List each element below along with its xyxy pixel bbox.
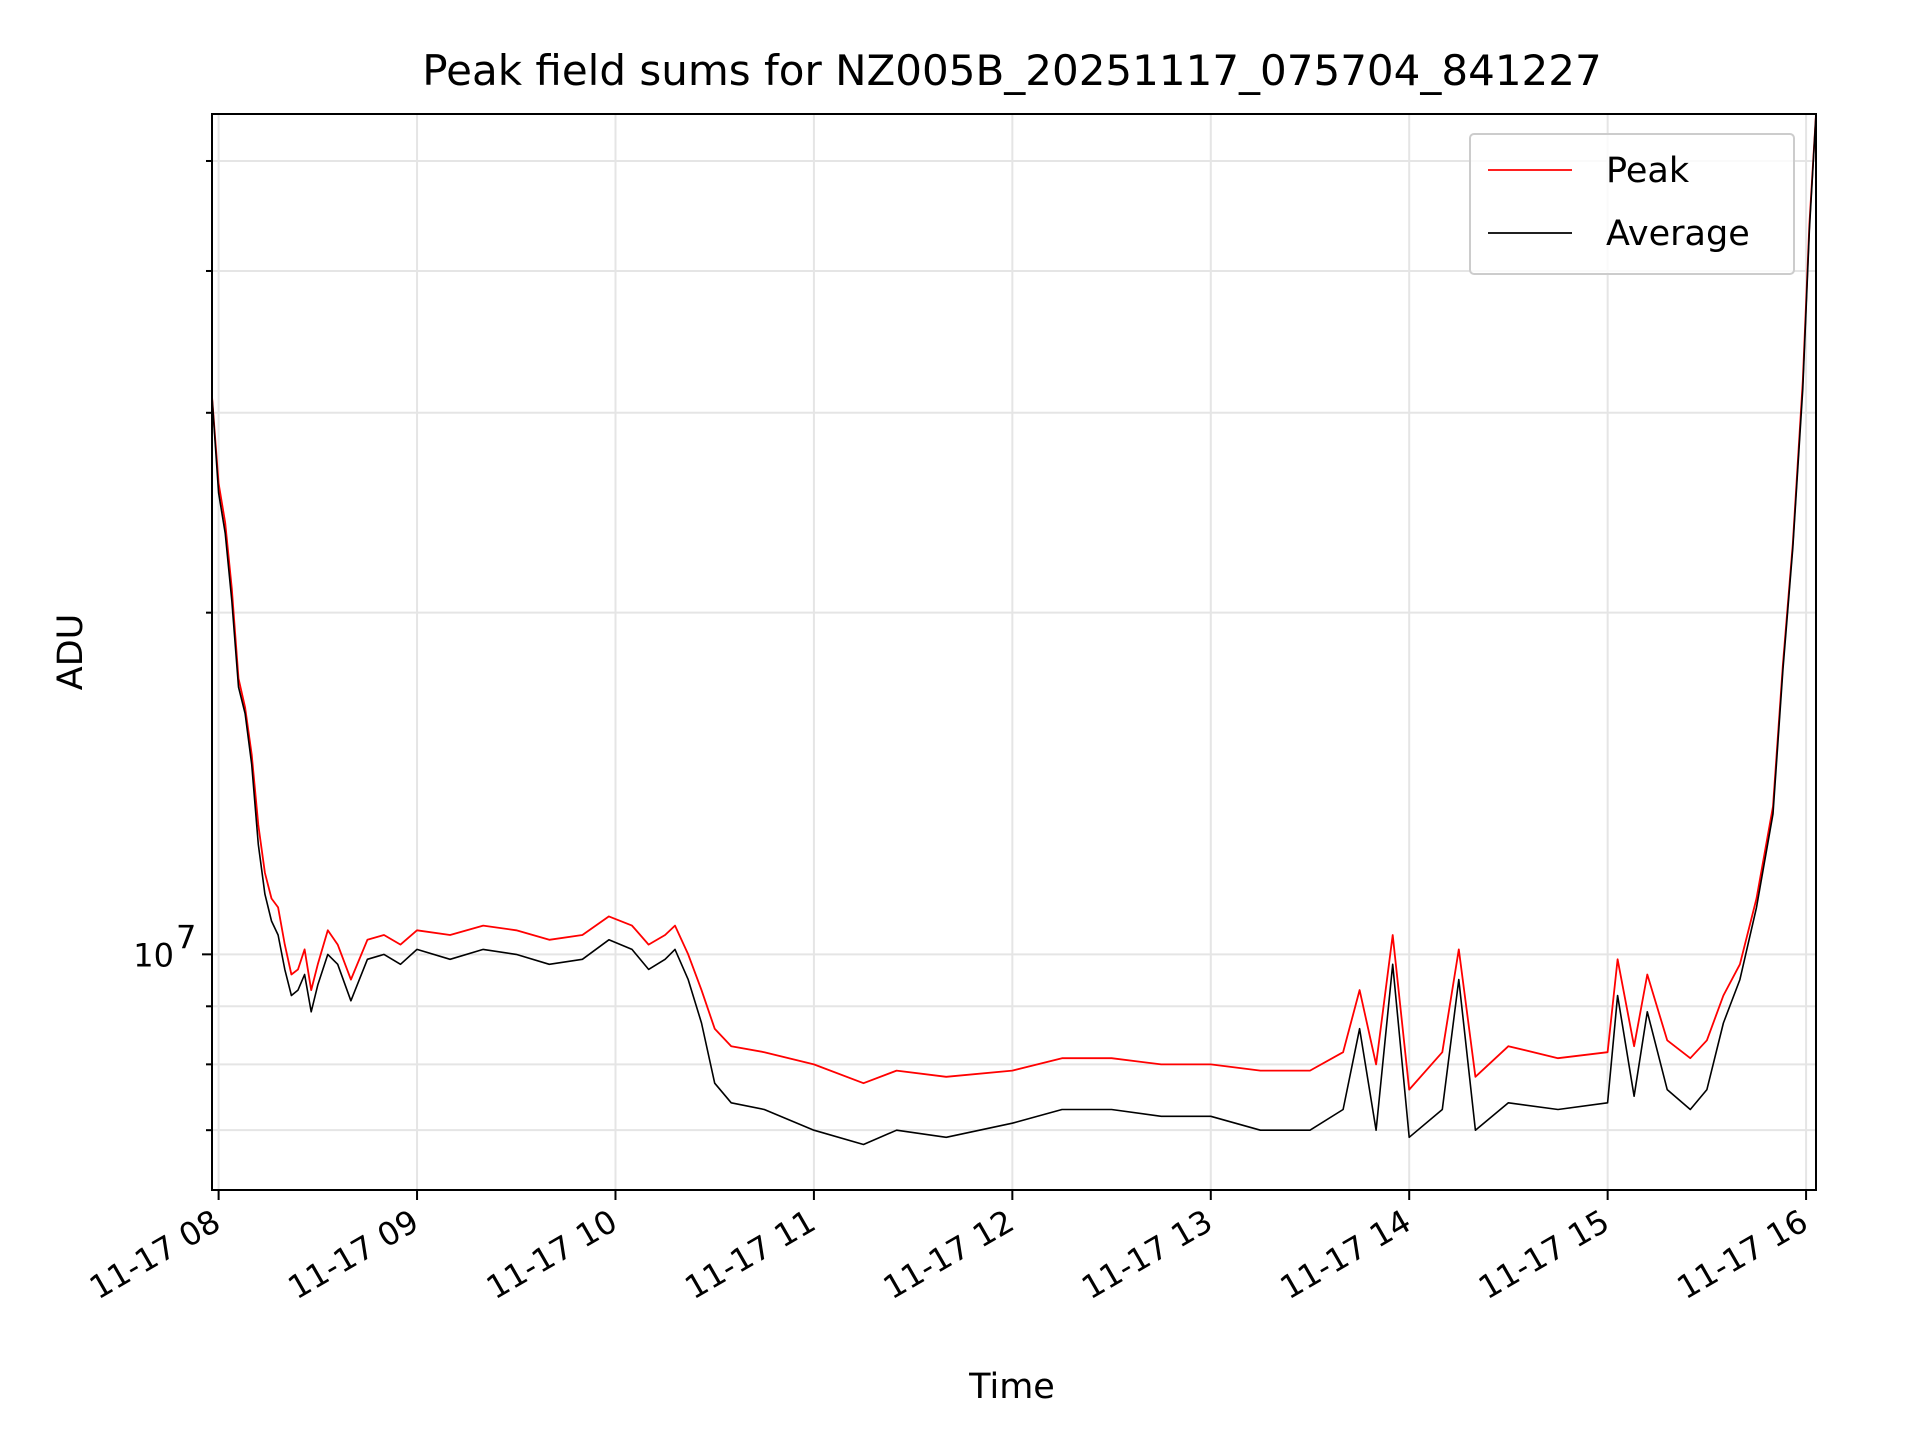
legend-box (1469, 133, 1795, 275)
series-layer (211, 113, 1817, 1146)
legend: Peak Average (1469, 133, 1795, 275)
y-tick-label-exponent: 7 (176, 918, 196, 956)
plot-frame (211, 113, 1817, 1191)
x-axis-label: Time (968, 1367, 1055, 1407)
y-tick-label: 10 (133, 936, 174, 974)
y-axis-label: ADU (51, 614, 91, 691)
legend-label-average: Average (1606, 214, 1750, 254)
legend-label-peak: Peak (1606, 151, 1690, 191)
series-line-peak (211, 113, 1817, 1091)
y-axis: 10 7 (133, 159, 212, 1132)
series-line-average (211, 113, 1817, 1146)
chart-title: Peak field sums for NZ005B_20251117_0757… (422, 46, 1601, 95)
